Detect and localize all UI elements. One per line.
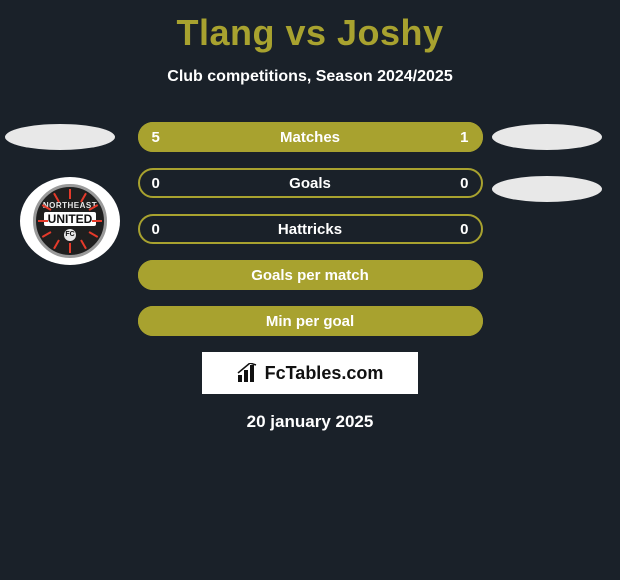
fctables-logo-text: FcTables.com (265, 363, 384, 384)
stat-row: Min per goal (138, 306, 483, 336)
stat-row: 00Hattricks (138, 214, 483, 244)
stat-label: Min per goal (138, 306, 483, 336)
page-title: Tlang vs Joshy (0, 0, 620, 54)
club-badge-inner: NORTHEAST UNITED FC (33, 184, 107, 258)
stat-label: Matches (138, 122, 483, 152)
player-photo-right-placeholder (492, 124, 602, 150)
club-badge-left: NORTHEAST UNITED FC (20, 177, 120, 265)
stat-label: Goals (138, 168, 483, 198)
stat-rows-container: 51Matches 00Goals 00Hattricks Goals per mat… (138, 122, 483, 336)
stat-row: Goals per match (138, 260, 483, 290)
page-subtitle: Club competitions, Season 2024/2025 (0, 68, 620, 86)
fctables-logo[interactable]: FcTables.com (202, 352, 418, 394)
date-label: 20 january 2025 (0, 412, 620, 432)
stat-row: 00Goals (138, 168, 483, 198)
stat-row: 51Matches (138, 122, 483, 152)
bar-chart-icon (237, 363, 259, 383)
badge-rays (36, 187, 104, 255)
club-badge-right-placeholder (492, 176, 602, 202)
stat-label: Goals per match (138, 260, 483, 290)
player-photo-left-placeholder (5, 124, 115, 150)
stat-label: Hattricks (138, 214, 483, 244)
